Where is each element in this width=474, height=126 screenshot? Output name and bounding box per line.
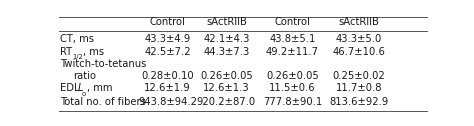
Text: 12.6±1.9: 12.6±1.9 [144,83,191,93]
Text: sActRIIB: sActRIIB [206,17,247,27]
Text: 12.6±1.3: 12.6±1.3 [203,83,250,93]
Text: 49.2±11.7: 49.2±11.7 [266,47,319,57]
Text: RT: RT [60,47,72,57]
Text: 1/2: 1/2 [72,54,83,60]
Text: 920.2±87.0: 920.2±87.0 [197,97,256,107]
Text: Total no. of fibers: Total no. of fibers [60,97,146,107]
Text: L: L [78,83,83,93]
Text: 44.3±7.3: 44.3±7.3 [203,47,249,57]
Text: 0.26±0.05: 0.26±0.05 [266,71,319,81]
Text: 43.3±5.0: 43.3±5.0 [336,34,382,44]
Text: 0.26±0.05: 0.26±0.05 [200,71,253,81]
Text: o: o [82,91,86,97]
Text: 43.3±4.9: 43.3±4.9 [145,34,191,44]
Text: Control: Control [150,17,185,27]
Text: 813.6±92.9: 813.6±92.9 [329,97,388,107]
Text: sActRIIB: sActRIIB [338,17,379,27]
Text: 0.25±0.02: 0.25±0.02 [332,71,385,81]
Text: 11.7±0.8: 11.7±0.8 [336,83,382,93]
Text: 777.8±90.1: 777.8±90.1 [263,97,322,107]
Text: , ms: , ms [83,47,104,57]
Text: 0.28±0.10: 0.28±0.10 [141,71,194,81]
Text: , mm: , mm [87,83,112,93]
Text: 11.5±0.6: 11.5±0.6 [269,83,316,93]
Text: 42.5±7.2: 42.5±7.2 [144,47,191,57]
Text: 42.1±4.3: 42.1±4.3 [203,34,250,44]
Text: Twitch-to-tetanus: Twitch-to-tetanus [60,59,146,69]
Text: ratio: ratio [73,71,96,81]
Text: 943.8±94.2: 943.8±94.2 [138,97,197,107]
Text: Control: Control [274,17,310,27]
Text: CT, ms: CT, ms [60,34,94,44]
Text: 46.7±10.6: 46.7±10.6 [332,47,385,57]
Text: EDL: EDL [60,83,82,93]
Text: 43.8±5.1: 43.8±5.1 [269,34,316,44]
